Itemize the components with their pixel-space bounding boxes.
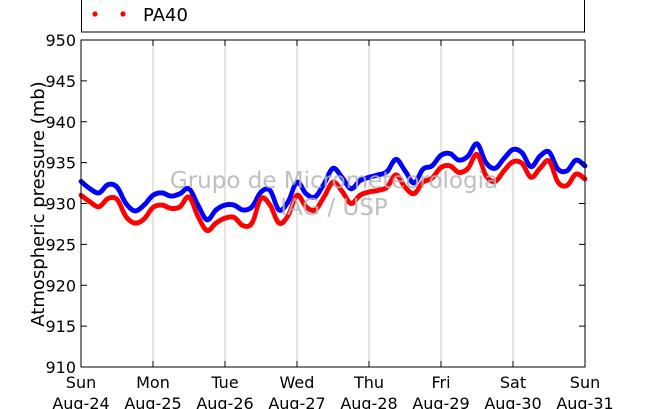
x-tick-label-date: Aug-31 bbox=[556, 394, 613, 409]
x-tick-label-day: Mon bbox=[136, 373, 170, 392]
plot-area: Grupo de Micrometeorologia IAG / USP 910… bbox=[45, 31, 613, 409]
y-tick-label: 945 bbox=[45, 72, 76, 91]
x-axis-ticks: Sun Aug-24 Mon Aug-25 Tue Aug-26 Wed Aug-27 Thu A… bbox=[52, 40, 614, 409]
x-tick-label-day: Tue bbox=[210, 373, 238, 392]
x-tick-label-day: Sun bbox=[66, 373, 96, 392]
legend-label-pa40: PA40 bbox=[143, 5, 188, 26]
legend-marker-pa40 bbox=[120, 11, 126, 17]
x-tick-label-date: Aug-24 bbox=[52, 394, 109, 409]
y-axis-label: Atmospheric pressure (mb) bbox=[28, 81, 49, 326]
x-tick-label-date: Aug-27 bbox=[268, 394, 325, 409]
x-tick-label-day: Thu bbox=[353, 373, 384, 392]
x-tick-label-day: Fri bbox=[431, 373, 450, 392]
y-tick-label: 930 bbox=[45, 195, 76, 214]
x-tick-label-day: Wed bbox=[280, 373, 315, 392]
y-tick-label: 910 bbox=[45, 358, 76, 377]
y-tick-label: 925 bbox=[45, 235, 76, 254]
x-tick-label-date: Aug-26 bbox=[196, 394, 253, 409]
y-tick-label: 915 bbox=[45, 317, 76, 336]
legend: PA40 bbox=[81, 0, 585, 33]
x-tick-label-date: Aug-28 bbox=[340, 394, 397, 409]
watermark-line-2: IAG / USP bbox=[280, 195, 388, 221]
watermark-line-1: Grupo de Micrometeorologia bbox=[170, 168, 498, 194]
watermark: Grupo de Micrometeorologia IAG / USP bbox=[170, 168, 498, 221]
x-tick-label-date: Aug-25 bbox=[124, 394, 181, 409]
x-tick-label-date: Aug-29 bbox=[412, 394, 469, 409]
x-tick-label-date: Aug-30 bbox=[484, 394, 541, 409]
y-tick-label: 935 bbox=[45, 154, 76, 173]
x-tick-label-day: Sun bbox=[570, 373, 600, 392]
legend-box bbox=[81, 0, 585, 33]
series-pa40-points bbox=[78, 152, 588, 234]
y-axis-ticks: 910 915 920 925 930 935 940 945 950 bbox=[45, 31, 585, 377]
y-tick-label: 940 bbox=[45, 113, 76, 132]
y-tick-label: 950 bbox=[45, 31, 76, 50]
legend-marker-pa40 bbox=[92, 11, 98, 17]
x-tick-label-day: Sat bbox=[500, 373, 526, 392]
y-tick-label: 920 bbox=[45, 276, 76, 295]
series-blue-points bbox=[78, 141, 588, 223]
